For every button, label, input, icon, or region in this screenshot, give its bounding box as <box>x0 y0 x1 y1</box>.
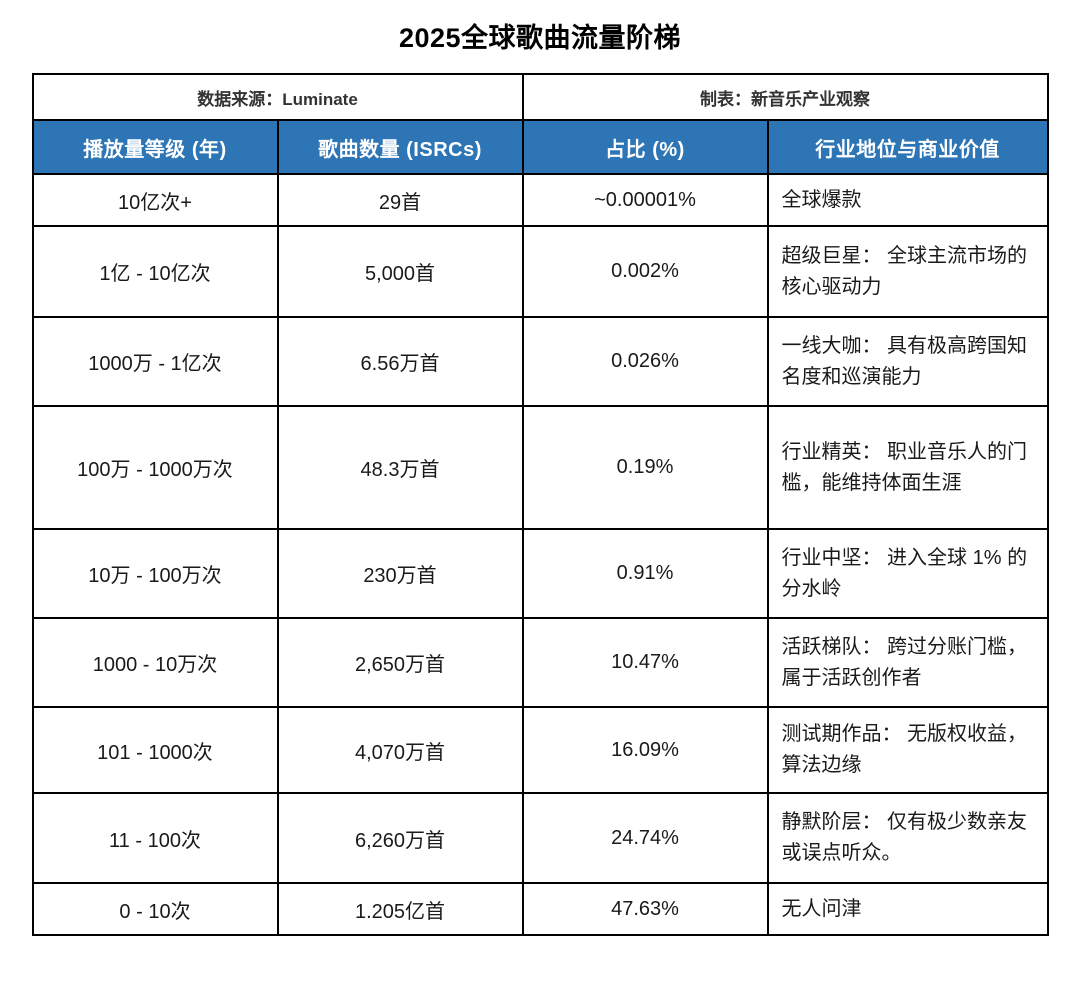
status-cell: 行业中坚： 进入全球 1% 的分水岭 <box>766 528 1049 619</box>
status-cell: 无人问津 <box>766 882 1049 936</box>
tier-cell: 100万 - 1000万次 <box>31 405 279 530</box>
tier-cell: 1000万 - 1亿次 <box>31 316 279 407</box>
status-cell: 活跃梯队： 跨过分账门槛，属于活跃创作者 <box>766 617 1049 708</box>
page-title: 2025全球歌曲流量阶梯 <box>398 23 682 53</box>
tier-cell: 10万 - 100万次 <box>31 528 279 619</box>
songs-cell: 6,260万首 <box>276 792 524 884</box>
tier-cell: 101 - 1000次 <box>31 706 279 794</box>
share-cell: 0.002% <box>521 225 769 318</box>
tier-cell: 0 - 10次 <box>31 882 279 936</box>
status-cell: 超级巨星： 全球主流市场的核心驱动力 <box>766 225 1049 318</box>
status-cell: 测试期作品： 无版权收益，算法边缘 <box>766 706 1049 794</box>
songs-cell: 5,000首 <box>276 225 524 318</box>
share-cell: 0.91% <box>521 528 769 619</box>
share-cell: 0.19% <box>521 405 769 530</box>
songs-cell: 48.3万首 <box>276 405 524 530</box>
share-cell: ~0.00001% <box>521 173 769 227</box>
status-cell: 静默阶层： 仅有极少数亲友或误点听众。 <box>766 792 1049 884</box>
songs-cell: 4,070万首 <box>276 706 524 794</box>
songs-cell: 2,650万首 <box>276 617 524 708</box>
column-header-songs: 歌曲数量 (ISRCs) <box>276 119 524 175</box>
table-row: 11 - 100次 6,260万首 24.74% 静默阶层： 仅有极少数亲友或误点听众… <box>31 792 1049 884</box>
table-row: 1000万 - 1亿次 6.56万首 0.026% 一线大咖： 具有极高跨国知名度和巡… <box>31 316 1049 407</box>
table-row: 1000 - 10万次 2,650万首 10.47% 活跃梯队： 跨过分账门槛，属于活… <box>31 617 1049 708</box>
tier-cell: 1000 - 10万次 <box>31 617 279 708</box>
data-source-label: 数据来源：Luminate <box>31 73 524 121</box>
table-row: 101 - 1000次 4,070万首 16.09% 测试期作品： 无版权收益，算法边… <box>31 706 1049 794</box>
table-row: 0 - 10次 1.205亿首 47.63% 无人问津 <box>31 882 1049 936</box>
streaming-tier-table: 数据来源：Luminate 制表：新音乐产业观察 播放量等级 (年) 歌曲数量 … <box>31 73 1049 936</box>
column-header-tier: 播放量等级 (年) <box>31 119 279 175</box>
column-header-status: 行业地位与商业价值 <box>766 119 1049 175</box>
songs-cell: 6.56万首 <box>276 316 524 407</box>
share-cell: 47.63% <box>521 882 769 936</box>
tier-cell: 11 - 100次 <box>31 792 279 884</box>
column-header-row: 播放量等级 (年) 歌曲数量 (ISRCs) 占比 (%) 行业地位与商业价值 <box>31 119 1049 175</box>
share-cell: 16.09% <box>521 706 769 794</box>
songs-cell: 1.205亿首 <box>276 882 524 936</box>
status-cell: 全球爆款 <box>766 173 1049 227</box>
share-cell: 0.026% <box>521 316 769 407</box>
share-cell: 24.74% <box>521 792 769 884</box>
status-cell: 行业精英： 职业音乐人的门槛，能维持体面生涯 <box>766 405 1049 530</box>
songs-cell: 230万首 <box>276 528 524 619</box>
status-cell: 一线大咖： 具有极高跨国知名度和巡演能力 <box>766 316 1049 407</box>
tier-cell: 1亿 - 10亿次 <box>31 225 279 318</box>
column-header-share: 占比 (%) <box>521 119 769 175</box>
table-row: 10万 - 100万次 230万首 0.91% 行业中坚： 进入全球 1% 的分水岭 <box>31 528 1049 619</box>
table-row: 1亿 - 10亿次 5,000首 0.002% 超级巨星： 全球主流市场的核心驱动力 <box>31 225 1049 318</box>
credit-label: 制表：新音乐产业观察 <box>521 73 1049 121</box>
table-row: 10亿次+ 29首 ~0.00001% 全球爆款 <box>31 173 1049 227</box>
share-cell: 10.47% <box>521 617 769 708</box>
meta-row: 数据来源：Luminate 制表：新音乐产业观察 <box>31 73 1049 121</box>
table-row: 100万 - 1000万次 48.3万首 0.19% 行业精英： 职业音乐人的门槛，能… <box>31 405 1049 530</box>
table-body: 10亿次+ 29首 ~0.00001% 全球爆款 1亿 - 10亿次 5,000首 0.00… <box>31 173 1049 936</box>
songs-cell: 29首 <box>276 173 524 227</box>
tier-cell: 10亿次+ <box>31 173 279 227</box>
